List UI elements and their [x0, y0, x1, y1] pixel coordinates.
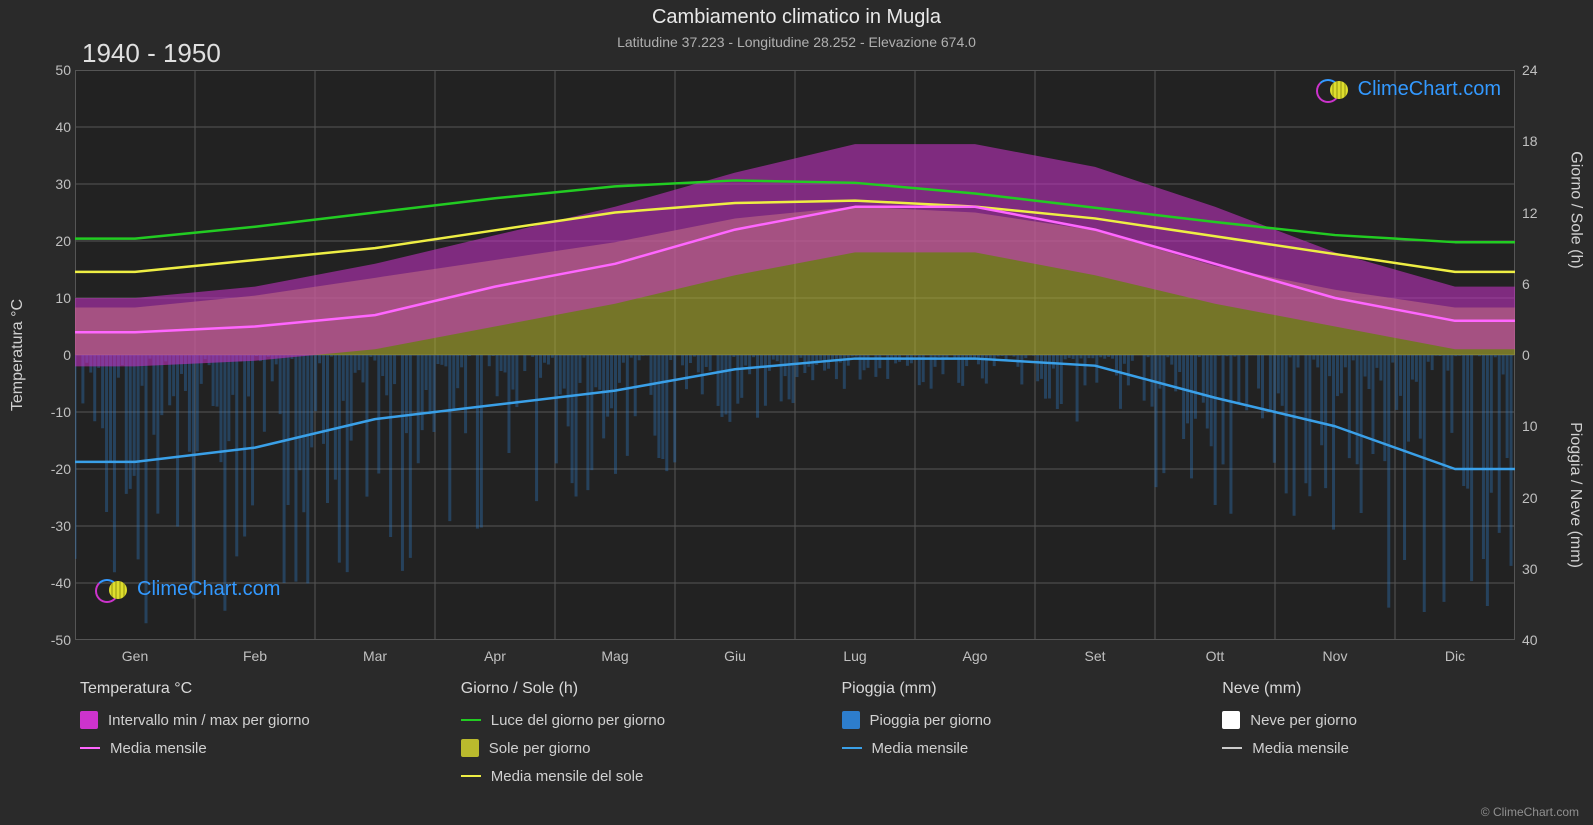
y-tick-left: 40 — [55, 119, 71, 135]
climate-chart-container: Cambiamento climatico in Mugla Latitudin… — [0, 0, 1593, 825]
legend-label: Media mensile — [1252, 740, 1349, 757]
legend-label: Media mensile del sole — [491, 768, 644, 785]
x-tick-month: Ago — [915, 648, 1035, 664]
legend-item: Sole per giorno — [461, 738, 812, 758]
legend-swatch — [1222, 711, 1240, 729]
legend-col-rain: Pioggia (mm) Pioggia per giorno Media men… — [842, 680, 1193, 794]
x-tick-month: Gen — [75, 648, 195, 664]
x-tick-month: Mar — [315, 648, 435, 664]
x-tick-month: Dic — [1395, 648, 1515, 664]
x-tick-month: Feb — [195, 648, 315, 664]
legend-heading: Temperatura °C — [80, 680, 431, 698]
y-tick-left: 30 — [55, 176, 71, 192]
y-tick-right: 10 — [1522, 418, 1538, 434]
legend-label: Media mensile — [110, 740, 207, 757]
legend: Temperatura °C Intervallo min / max per … — [80, 680, 1573, 794]
legend-item: Neve per giorno — [1222, 710, 1573, 730]
legend-label: Media mensile — [872, 740, 969, 757]
y-tick-right: 24 — [1522, 62, 1538, 78]
legend-line-icon — [1222, 747, 1242, 749]
legend-line-icon — [461, 775, 481, 777]
y-tick-left: 20 — [55, 233, 71, 249]
y-tick-right: 18 — [1522, 133, 1538, 149]
y-tick-left: -10 — [51, 404, 71, 420]
y-tick-left: -30 — [51, 518, 71, 534]
y-tick-left: -50 — [51, 632, 71, 648]
x-tick-month: Set — [1035, 648, 1155, 664]
legend-item: Pioggia per giorno — [842, 710, 1193, 730]
legend-swatch — [842, 711, 860, 729]
y-tick-left: 0 — [63, 347, 71, 363]
y-tick-right: 6 — [1522, 276, 1530, 292]
x-tick-month: Mag — [555, 648, 675, 664]
x-ticks-months: GenFebMarAprMagGiuLugAgoSetOttNovDic — [75, 648, 1515, 664]
logo-top: ClimeChart.com — [1316, 78, 1501, 101]
plot-svg — [75, 70, 1515, 640]
y-axis-right-bottom-label: Pioggia / Neve (mm) — [1566, 422, 1584, 568]
legend-col-snow: Neve (mm) Neve per giorno Media mensile — [1222, 680, 1573, 794]
copyright: © ClimeChart.com — [1481, 805, 1579, 819]
x-tick-month: Ott — [1155, 648, 1275, 664]
legend-heading: Pioggia (mm) — [842, 680, 1193, 698]
legend-item: Media mensile del sole — [461, 766, 812, 786]
y-tick-right: 0 — [1522, 347, 1530, 363]
legend-items: Neve per giorno Media mensile — [1222, 710, 1573, 758]
plot-area — [75, 70, 1515, 640]
year-range: 1940 - 1950 — [82, 38, 221, 69]
legend-line-icon — [461, 719, 481, 721]
y-tick-right: 20 — [1522, 490, 1538, 506]
legend-item: Media mensile — [842, 738, 1193, 758]
legend-items: Intervallo min / max per giorno Media men… — [80, 710, 431, 758]
logo-icon — [95, 579, 131, 601]
y-tick-left: -40 — [51, 575, 71, 591]
y-axis-left-label: Temperatura °C — [9, 299, 27, 411]
chart-title: Cambiamento climatico in Mugla — [0, 6, 1593, 29]
logo-bottom: ClimeChart.com — [95, 578, 280, 601]
x-tick-month: Apr — [435, 648, 555, 664]
legend-items: Pioggia per giorno Media mensile — [842, 710, 1193, 758]
legend-line-icon — [80, 747, 100, 749]
legend-col-temperature: Temperatura °C Intervallo min / max per … — [80, 680, 431, 794]
legend-item: Media mensile — [80, 738, 431, 758]
y-axis-right-top-label: Giorno / Sole (h) — [1566, 151, 1584, 268]
legend-swatch — [461, 739, 479, 757]
y-tick-left: -20 — [51, 461, 71, 477]
logo-text: ClimeChart.com — [137, 578, 280, 601]
legend-col-daylight: Giorno / Sole (h) Luce del giorno per gi… — [461, 680, 812, 794]
legend-line-icon — [842, 747, 862, 749]
y-tick-right: 40 — [1522, 632, 1538, 648]
x-tick-month: Nov — [1275, 648, 1395, 664]
legend-item: Intervallo min / max per giorno — [80, 710, 431, 730]
legend-items: Luce del giorno per giorno Sole per giorn… — [461, 710, 812, 786]
logo-icon — [1316, 79, 1352, 101]
legend-label: Intervallo min / max per giorno — [108, 712, 310, 729]
legend-item: Media mensile — [1222, 738, 1573, 758]
legend-item: Luce del giorno per giorno — [461, 710, 812, 730]
chart-subtitle: Latitudine 37.223 - Longitudine 28.252 -… — [0, 34, 1593, 50]
legend-heading: Giorno / Sole (h) — [461, 680, 812, 698]
y-tick-right: 12 — [1522, 205, 1538, 221]
legend-heading: Neve (mm) — [1222, 680, 1573, 698]
legend-label: Luce del giorno per giorno — [491, 712, 665, 729]
legend-label: Sole per giorno — [489, 740, 591, 757]
legend-swatch — [80, 711, 98, 729]
y-tick-left: 50 — [55, 62, 71, 78]
x-tick-month: Giu — [675, 648, 795, 664]
legend-label: Pioggia per giorno — [870, 712, 992, 729]
x-tick-month: Lug — [795, 648, 915, 664]
y-tick-right: 30 — [1522, 561, 1538, 577]
legend-label: Neve per giorno — [1250, 712, 1357, 729]
logo-text: ClimeChart.com — [1358, 78, 1501, 101]
y-tick-left: 10 — [55, 290, 71, 306]
